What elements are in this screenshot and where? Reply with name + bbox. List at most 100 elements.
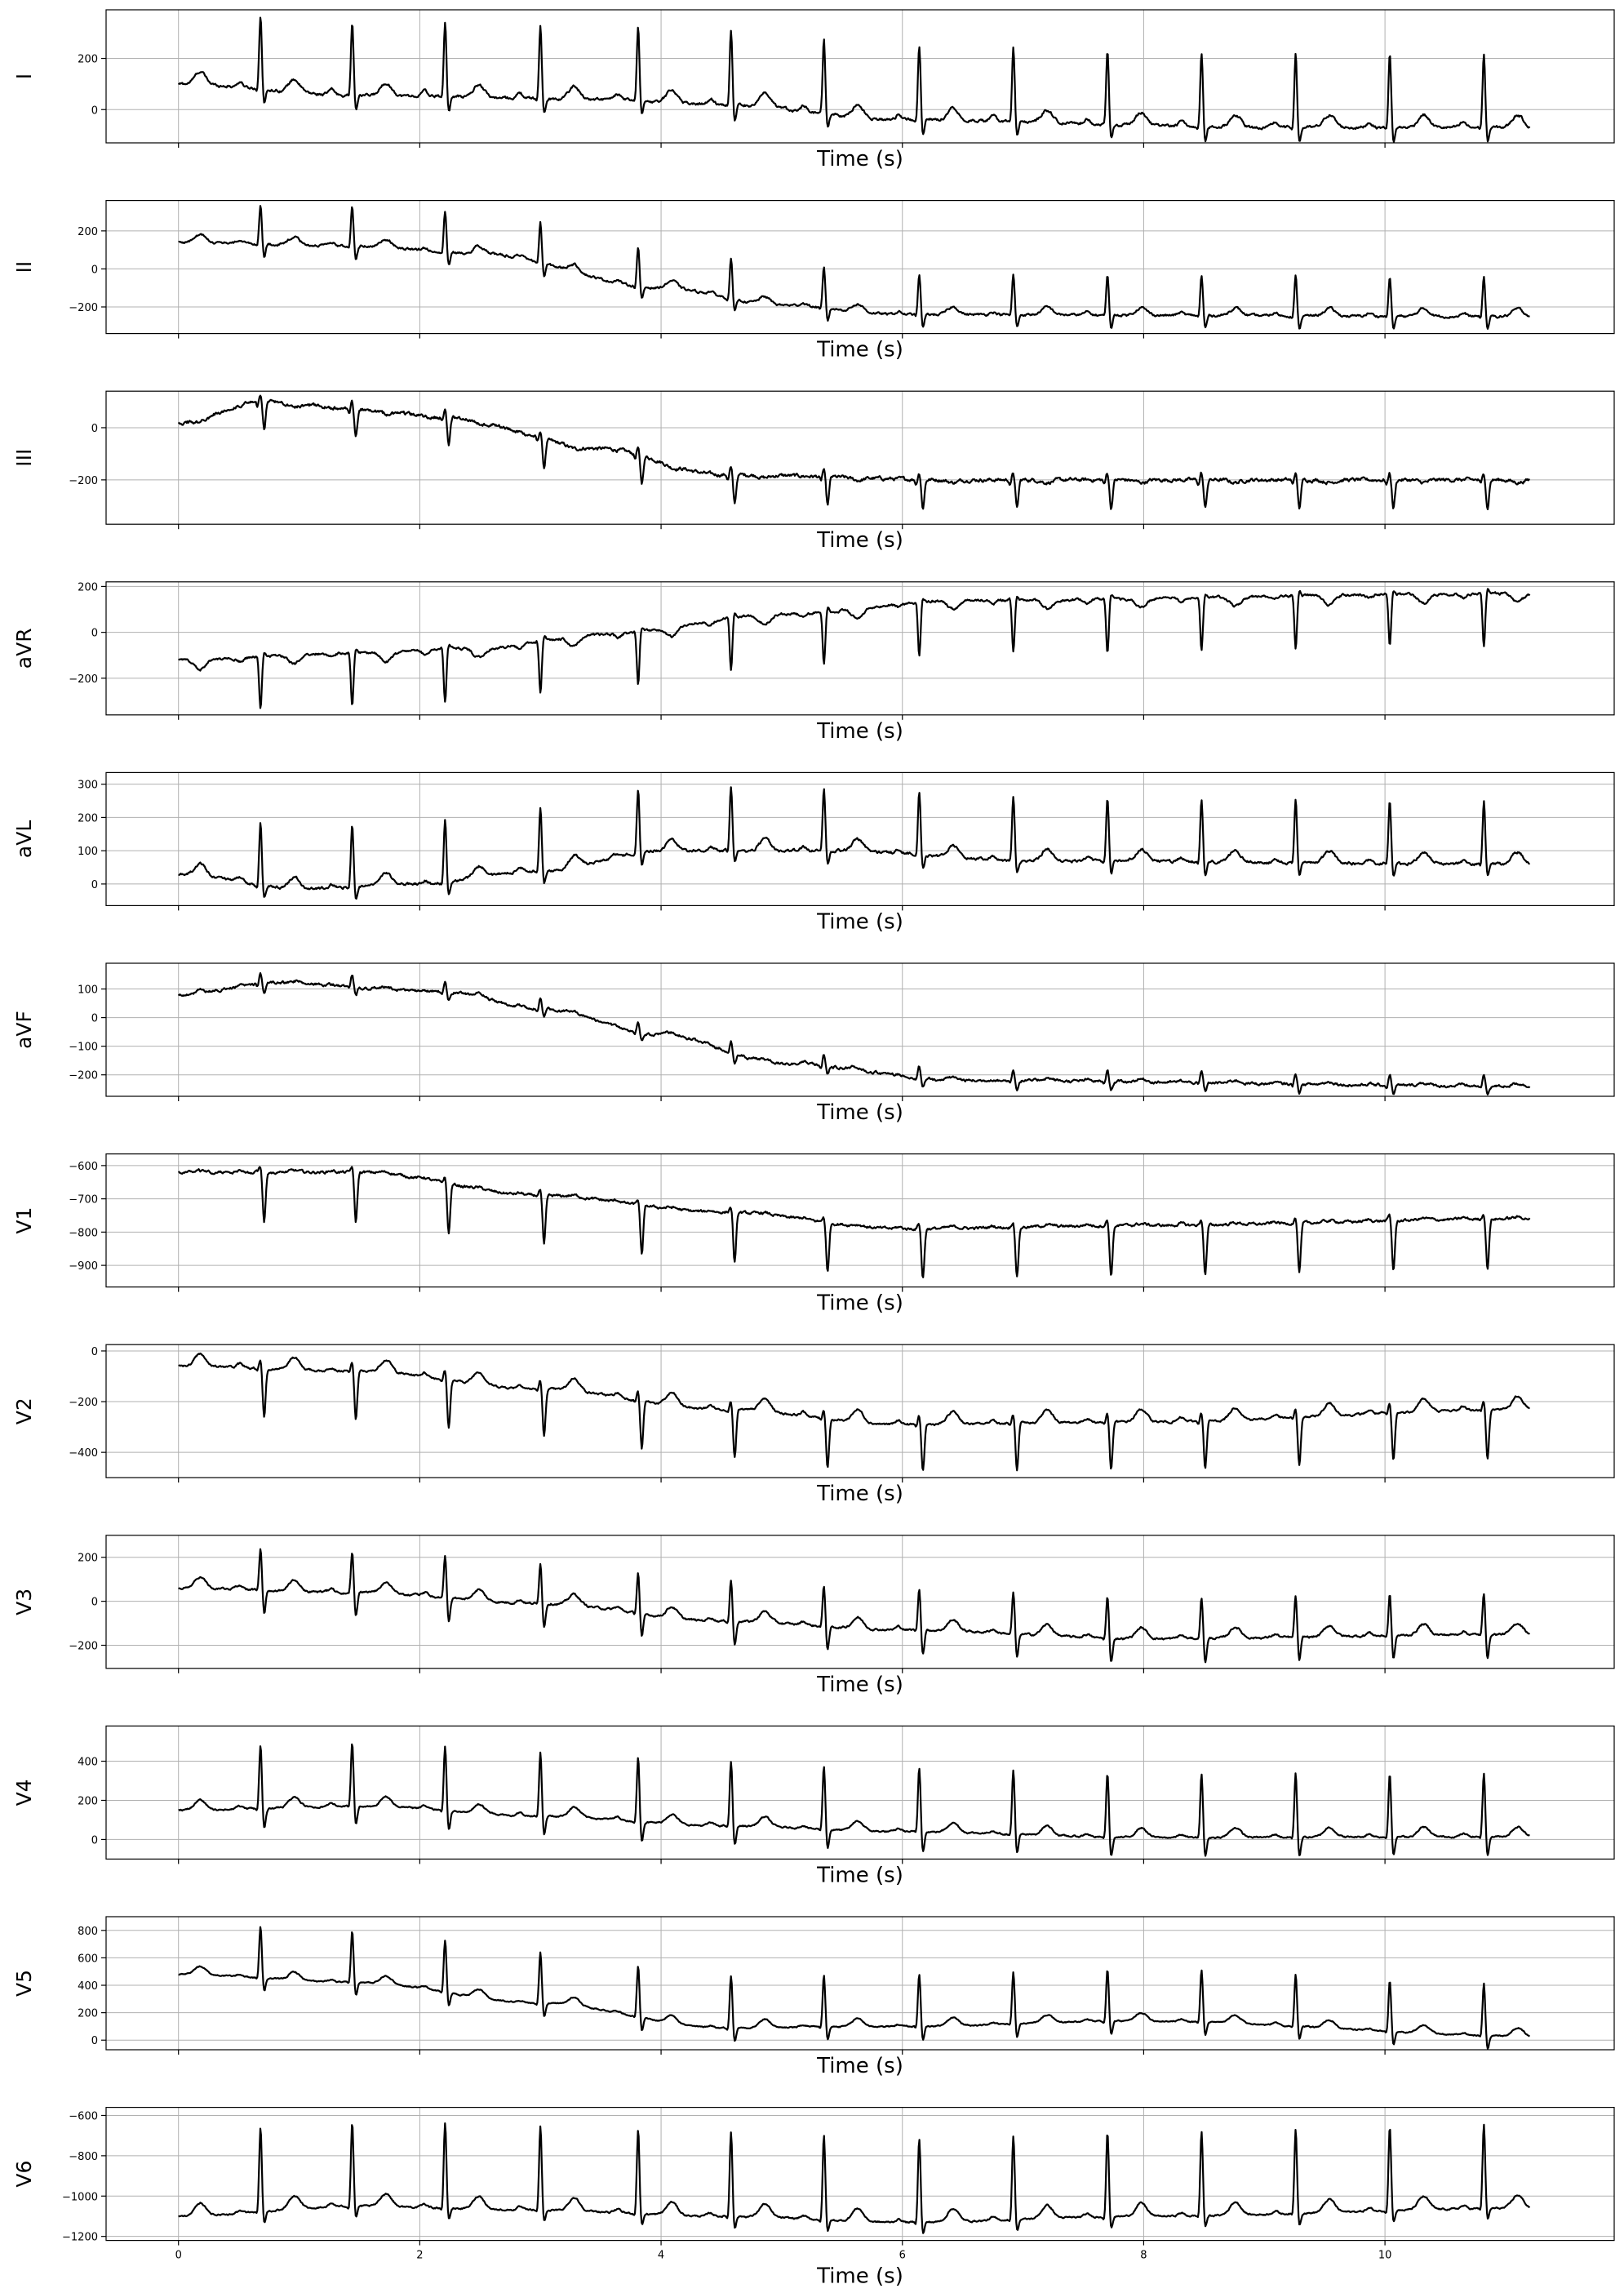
y-tick-label: −200 [69, 1641, 98, 1653]
y-tick-label: 0 [91, 104, 98, 117]
y-tick-label: −200 [69, 302, 98, 314]
x-axis-title: Time (s) [816, 1482, 903, 1506]
x-tick-label: 0 [175, 2250, 182, 2262]
y-tick-label: 200 [78, 581, 98, 593]
y-tick-label: 0 [91, 264, 98, 276]
y-tick-label: 0 [91, 1597, 98, 1609]
y-tick-label: 400 [78, 1980, 98, 1993]
y-tick-label: −200 [69, 1397, 98, 1409]
y-tick-label: −900 [69, 1260, 98, 1273]
plot-frame [105, 1153, 1615, 1288]
lead-panel-aVL: 0 100 200 300 aVL Time (s) [12, 771, 1615, 934]
lead-panel-I: 0 200 I Time (s) [12, 9, 1615, 171]
ecg-trace-V4 [178, 1743, 1530, 1857]
x-axis-title: Time (s) [816, 1863, 903, 1887]
plot-frame [105, 1725, 1615, 1860]
lead-panel-II: −200 0 200 II Time (s) [12, 200, 1615, 362]
x-tick-label: 8 [1140, 2250, 1147, 2262]
x-axis-title: Time (s) [816, 1291, 903, 1316]
y-tick-label: 200 [78, 1795, 98, 1807]
plot-frame [105, 2107, 1615, 2242]
y-tick-label: −100 [69, 1042, 98, 1054]
y-tick-label: 200 [78, 1553, 98, 1565]
ecg-trace-III [177, 394, 1530, 510]
lead-panel-V5: 0 200 400 600 800 V5 Time (s) [12, 1916, 1615, 2078]
ecg-trace-aVL [178, 786, 1531, 900]
y-tick-label: −600 [69, 2110, 98, 2122]
lead-panel-V4: 0 200 400 V4 Time (s) [12, 1725, 1615, 1887]
x-axis-title: Time (s) [816, 528, 903, 553]
x-axis-title: Time (s) [816, 2054, 903, 2078]
y-tick-label: 100 [78, 846, 98, 858]
y-tick-label: 300 [78, 780, 98, 792]
y-tick-label: 200 [78, 54, 98, 66]
x-axis-title: Time (s) [816, 719, 903, 744]
y-tick-label: 0 [91, 1834, 98, 1846]
y-tick-label: −1000 [62, 2191, 98, 2203]
y-tick-label: 600 [78, 1953, 98, 1965]
ecg-trace-V6 [178, 2122, 1531, 2234]
y-tick-label: −600 [69, 1161, 98, 1173]
x-tick-label: 2 [416, 2250, 423, 2262]
x-tick-label: 4 [658, 2250, 664, 2262]
y-tick-label: 200 [78, 2008, 98, 2020]
ecg-trace-V3 [178, 1548, 1530, 1664]
y-tick-label: −200 [69, 475, 98, 487]
lead-label-aVL: aVL [12, 820, 36, 858]
plot-frame [105, 1916, 1615, 2051]
x-axis-title: Time (s) [816, 147, 903, 171]
lead-label-V6: V6 [12, 2161, 36, 2188]
lead-label-I: I [12, 73, 36, 79]
plot-frame [105, 9, 1615, 144]
x-axis-title: Time (s) [816, 2264, 903, 2289]
ecg-trace-I [177, 16, 1531, 143]
lead-label-V1: V1 [12, 1207, 36, 1234]
x-tick-label: 10 [1378, 2250, 1392, 2262]
plot-frame [105, 1344, 1615, 1478]
x-tick-label: 6 [899, 2250, 906, 2262]
lead-label-aVR: aVR [12, 628, 36, 669]
plot-frame [105, 962, 1615, 1097]
lead-panel-aVF: −200 −100 0 100 aVF Time (s) [12, 962, 1615, 1125]
x-axis-title: Time (s) [816, 1673, 903, 1697]
lead-label-V3: V3 [12, 1589, 36, 1615]
lead-panel-III: −200 0 III Time (s) [12, 390, 1615, 553]
y-tick-label: 0 [91, 423, 98, 435]
ecg-trace-V2 [178, 1352, 1530, 1472]
x-axis-title: Time (s) [816, 338, 903, 362]
lead-panel-V1: −900 −800 −700 −600 V1 Time (s) [12, 1153, 1615, 1316]
x-axis-title: Time (s) [816, 1100, 903, 1125]
y-tick-label: 0 [91, 2035, 98, 2047]
ecg-trace-V5 [178, 1926, 1530, 2050]
lead-label-V4: V4 [12, 1779, 36, 1806]
plot-frame [105, 390, 1615, 525]
ecg-trace-II [178, 205, 1530, 330]
y-tick-label: −200 [69, 1070, 98, 1082]
y-tick-label: −700 [69, 1194, 98, 1206]
lead-panel-aVR: −200 0 200 aVR Time (s) [12, 581, 1615, 744]
y-tick-label: −400 [69, 1447, 98, 1460]
plot-frame [105, 200, 1615, 335]
lead-panel-V2: −400 −200 0 V2 Time (s) [12, 1344, 1615, 1506]
lead-panel-V3: −200 0 200 V3 Time (s) [12, 1535, 1615, 1697]
lead-label-V2: V2 [12, 1398, 36, 1424]
ecg-trace-aVR [178, 588, 1531, 709]
ecg-trace-aVF [177, 972, 1531, 1095]
y-tick-label: 0 [91, 1346, 98, 1358]
plot-frame [105, 771, 1615, 907]
lead-label-V5: V5 [12, 1970, 36, 1997]
y-tick-label: 400 [78, 1757, 98, 1769]
plot-frame [105, 1535, 1615, 1669]
lead-label-II: II [12, 261, 36, 273]
y-tick-label: 200 [78, 226, 98, 238]
y-tick-label: −800 [69, 2151, 98, 2163]
y-tick-label: 0 [91, 879, 98, 891]
lead-label-III: III [12, 449, 36, 467]
lead-label-aVF: aVF [12, 1011, 36, 1049]
x-axis-title: Time (s) [816, 909, 903, 934]
y-tick-label: −200 [69, 673, 98, 686]
y-tick-label: 100 [78, 984, 98, 997]
plot-frame [105, 581, 1615, 716]
y-tick-label: 800 [78, 1926, 98, 1938]
